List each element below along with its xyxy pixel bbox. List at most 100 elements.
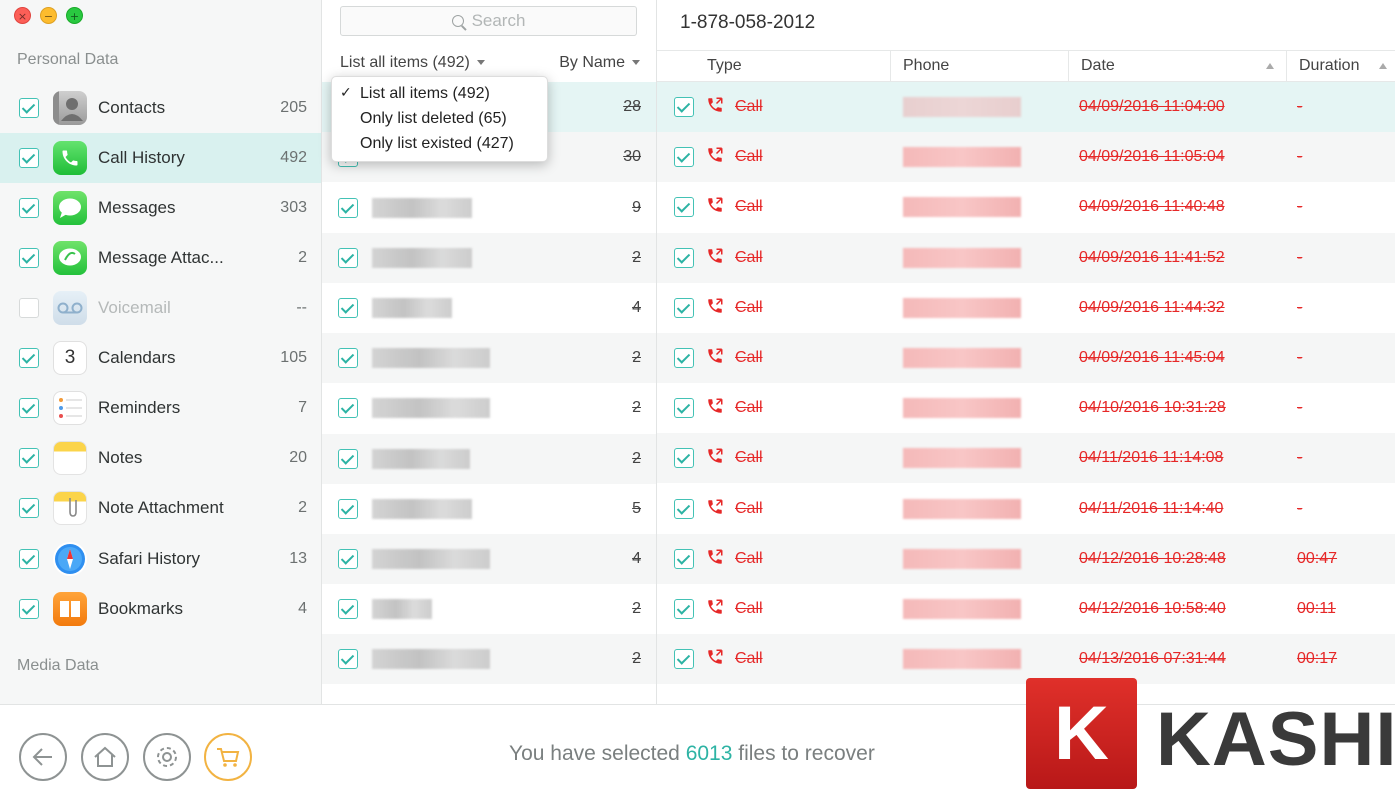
list-item[interactable]: 4 — [322, 534, 656, 584]
checkbox[interactable] — [674, 197, 694, 217]
sort-dropdown[interactable]: By Name — [559, 54, 640, 72]
cart-button[interactable] — [204, 733, 252, 781]
list-item[interactable]: 2 — [322, 333, 656, 383]
sidebar-item-reminders[interactable]: Reminders 7 — [0, 383, 321, 433]
list-item[interactable]: 2 — [322, 634, 656, 684]
sidebar-item-note-attachment[interactable]: Note Attachment 2 — [0, 483, 321, 533]
table-row[interactable]: Call 04/11/2016 11:14:40 - — [657, 484, 1395, 534]
table-row[interactable]: Call 04/11/2016 11:14:08 - — [657, 433, 1395, 483]
missed-call-icon — [708, 348, 723, 363]
sidebar-item-notes[interactable]: Notes 20 — [0, 433, 321, 483]
sidebar-item-count: 20 — [289, 449, 307, 466]
checkbox[interactable] — [674, 298, 694, 318]
checkbox[interactable] — [19, 148, 39, 168]
settings-button[interactable] — [143, 733, 191, 781]
checkbox[interactable] — [338, 499, 358, 519]
missed-call-icon — [708, 97, 723, 112]
blurred-phone — [903, 499, 1021, 519]
table-row[interactable]: Call 04/09/2016 11:04:00 - — [657, 82, 1395, 132]
missed-call-icon — [708, 499, 723, 514]
close-window-button[interactable]: × — [14, 7, 31, 24]
checkbox[interactable] — [674, 599, 694, 619]
sidebar-item-messages[interactable]: Messages 303 — [0, 183, 321, 233]
sidebar-item-bookmarks[interactable]: Bookmarks 4 — [0, 584, 321, 634]
missed-call-icon — [708, 649, 723, 664]
table-row[interactable]: Call 04/10/2016 10:31:28 - — [657, 383, 1395, 433]
menu-item-list-deleted[interactable]: Only list deleted (65) — [332, 106, 547, 131]
blurred-name — [372, 549, 490, 569]
back-button[interactable] — [19, 733, 67, 781]
checkbox[interactable] — [674, 499, 694, 519]
list-item[interactable]: 4 — [322, 283, 656, 333]
checkbox[interactable] — [19, 198, 39, 218]
checkbox[interactable] — [674, 147, 694, 167]
table-row[interactable]: Call 04/12/2016 10:28:48 00:47 — [657, 534, 1395, 584]
list-item[interactable]: 2 — [322, 233, 656, 283]
sidebar-item-label: Note Attachment — [98, 498, 224, 517]
checkbox[interactable] — [19, 398, 39, 418]
checkbox[interactable] — [19, 599, 39, 619]
checkbox[interactable] — [19, 549, 39, 569]
list-item[interactable]: 2 — [322, 584, 656, 634]
column-duration[interactable]: Duration — [1286, 51, 1395, 81]
table-row[interactable]: Call 04/09/2016 11:44:32 - — [657, 283, 1395, 333]
sidebar-item-voicemail[interactable]: Voicemail -- — [0, 283, 321, 333]
checkbox[interactable] — [19, 98, 39, 118]
checkbox[interactable] — [19, 498, 39, 518]
list-item[interactable]: 2 — [322, 383, 656, 433]
checkbox[interactable] — [674, 549, 694, 569]
checkbox[interactable] — [674, 448, 694, 468]
checkbox[interactable] — [674, 649, 694, 669]
checkbox[interactable] — [338, 198, 358, 218]
checkbox[interactable] — [338, 599, 358, 619]
sidebar-item-calendars[interactable]: 3 Calendars 105 — [0, 333, 321, 383]
minimize-window-button[interactable]: − — [40, 7, 57, 24]
list-item-count: 2 — [632, 349, 641, 366]
sidebar-item-message-attachments[interactable]: Message Attac... 2 — [0, 233, 321, 283]
table-row[interactable]: Call 04/09/2016 11:45:04 - — [657, 333, 1395, 383]
checkbox[interactable] — [338, 248, 358, 268]
sidebar-item-safari-history[interactable]: Safari History 13 — [0, 534, 321, 584]
checkbox[interactable] — [19, 448, 39, 468]
list-item[interactable]: 2 — [322, 434, 656, 484]
checkbox[interactable] — [19, 298, 39, 318]
checkbox[interactable] — [338, 398, 358, 418]
sidebar-item-contacts[interactable]: Contacts 205 — [0, 83, 321, 133]
menu-item-list-existed[interactable]: Only list existed (427) — [332, 131, 547, 156]
checkbox[interactable] — [19, 348, 39, 368]
call-date: 04/09/2016 11:41:52 — [1079, 249, 1225, 266]
checkbox[interactable] — [338, 348, 358, 368]
home-button[interactable] — [81, 733, 129, 781]
list-item[interactable]: 9 — [322, 183, 656, 233]
checkbox[interactable] — [338, 549, 358, 569]
window-controls: × − + — [14, 7, 83, 24]
table-row[interactable]: Call 04/13/2016 07:31:44 00:17 — [657, 634, 1395, 684]
zoom-window-button[interactable]: + — [66, 7, 83, 24]
column-phone[interactable]: Phone — [890, 51, 1068, 81]
missed-call-icon — [708, 298, 723, 313]
search-input[interactable]: Search — [340, 6, 637, 36]
checkbox[interactable] — [338, 449, 358, 469]
table-row[interactable]: Call 04/09/2016 11:40:48 - — [657, 182, 1395, 232]
menu-item-list-all[interactable]: ✓ List all items (492) — [332, 81, 547, 106]
sidebar: × − + Personal Data Contacts 205 Call Hi… — [0, 0, 322, 704]
call-date: 04/11/2016 11:14:40 — [1079, 500, 1224, 517]
table-row[interactable]: Call 04/12/2016 10:58:40 00:11 — [657, 584, 1395, 634]
sidebar-item-label: Calendars — [98, 348, 176, 367]
call-duration: - — [1297, 249, 1303, 266]
column-date[interactable]: Date — [1068, 51, 1286, 81]
checkbox[interactable] — [338, 298, 358, 318]
checkbox[interactable] — [674, 348, 694, 368]
table-row[interactable]: Call 04/09/2016 11:41:52 - — [657, 233, 1395, 283]
column-type[interactable]: Type — [695, 51, 890, 81]
checkbox[interactable] — [19, 248, 39, 268]
checkbox[interactable] — [338, 649, 358, 669]
sort-ascending-icon — [1266, 63, 1274, 69]
checkbox[interactable] — [674, 248, 694, 268]
table-row[interactable]: Call 04/09/2016 11:05:04 - — [657, 132, 1395, 182]
filter-dropdown[interactable]: List all items (492) — [340, 54, 485, 72]
list-item[interactable]: 5 — [322, 484, 656, 534]
checkbox[interactable] — [674, 97, 694, 117]
sidebar-item-call-history[interactable]: Call History 492 — [0, 133, 321, 183]
checkbox[interactable] — [674, 398, 694, 418]
